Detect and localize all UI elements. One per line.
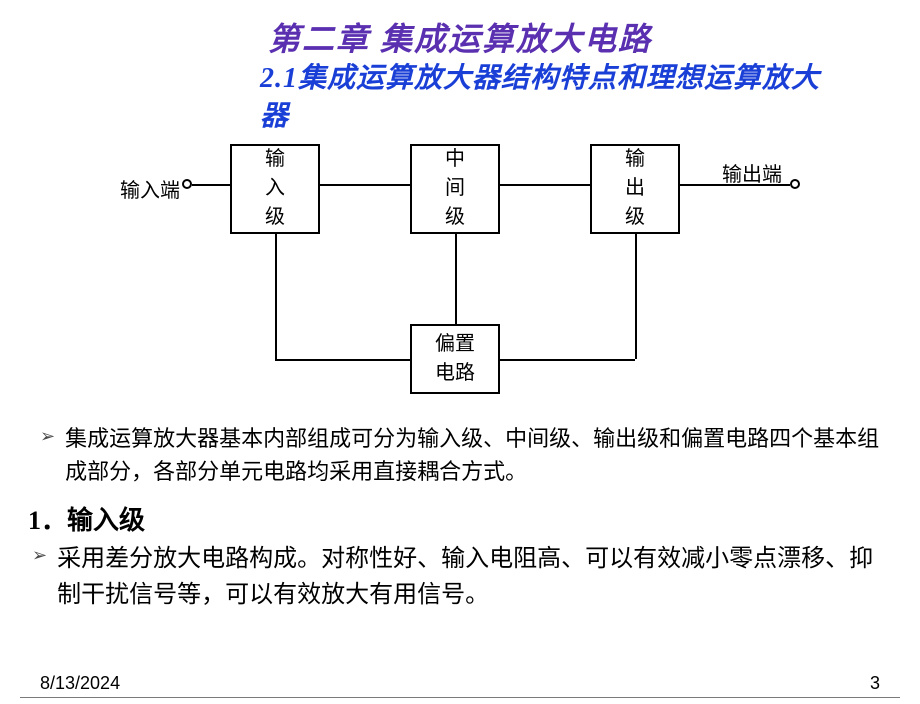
diagram-box-mid_stage: 中间级	[410, 144, 500, 234]
section-title: 2.1集成运算放大器结构特点和理想运算放大器	[0, 60, 920, 136]
footer: 8/13/2024 3	[0, 673, 920, 694]
footer-page: 3	[870, 673, 880, 694]
diagram-connector	[455, 234, 457, 324]
diagram-terminal-output_term	[790, 179, 800, 189]
section-number: 1．	[28, 506, 67, 535]
diagram-connector	[320, 184, 410, 186]
diagram-connector	[635, 234, 637, 359]
diagram-connector	[500, 359, 635, 361]
section-name: 输入级	[67, 506, 145, 535]
diagram-connector	[275, 234, 277, 359]
bullet-item: ➢ 集成运算放大器基本内部组成可分为输入级、中间级、输出级和偏置电路四个基本组成…	[0, 422, 920, 488]
diagram-label-input_label: 输入端	[120, 174, 180, 203]
diagram-terminal-input_term	[182, 179, 192, 189]
diagram-box-bias: 偏置电路	[410, 324, 500, 394]
diagram-connector	[500, 184, 590, 186]
diagram-connector	[275, 359, 410, 361]
footer-date: 8/13/2024	[40, 673, 120, 694]
diagram-box-input_stage: 输入级	[230, 144, 320, 234]
bullet-text: 集成运算放大器基本内部组成可分为输入级、中间级、输出级和偏置电路四个基本组成部分…	[65, 422, 888, 488]
section-title-text: 2.1集成运算放大器结构特点和理想运算放大器	[260, 60, 840, 136]
bullet-text: 采用差分放大电路构成。对称性好、输入电阻高、可以有效减小零点漂移、抑制干扰信号等…	[57, 541, 888, 613]
section-heading: 1．输入级	[0, 488, 920, 541]
diagram-connector	[192, 184, 230, 186]
diagram-label-output_label: 输出端	[722, 158, 782, 187]
bullet-item: ➢ 采用差分放大电路构成。对称性好、输入电阻高、可以有效减小零点漂移、抑制干扰信…	[0, 541, 920, 613]
diagram-box-out_stage: 输出级	[590, 144, 680, 234]
block-diagram: 输入端 输入级中间级输出级 输出端偏置电路	[110, 144, 810, 404]
bullet-arrow-icon: ➢	[40, 426, 55, 447]
chapter-title: 第二章 集成运算放大电路	[0, 14, 920, 60]
footer-divider	[20, 697, 900, 698]
bullet-arrow-icon: ➢	[32, 545, 47, 566]
diagram-connector	[680, 184, 790, 186]
